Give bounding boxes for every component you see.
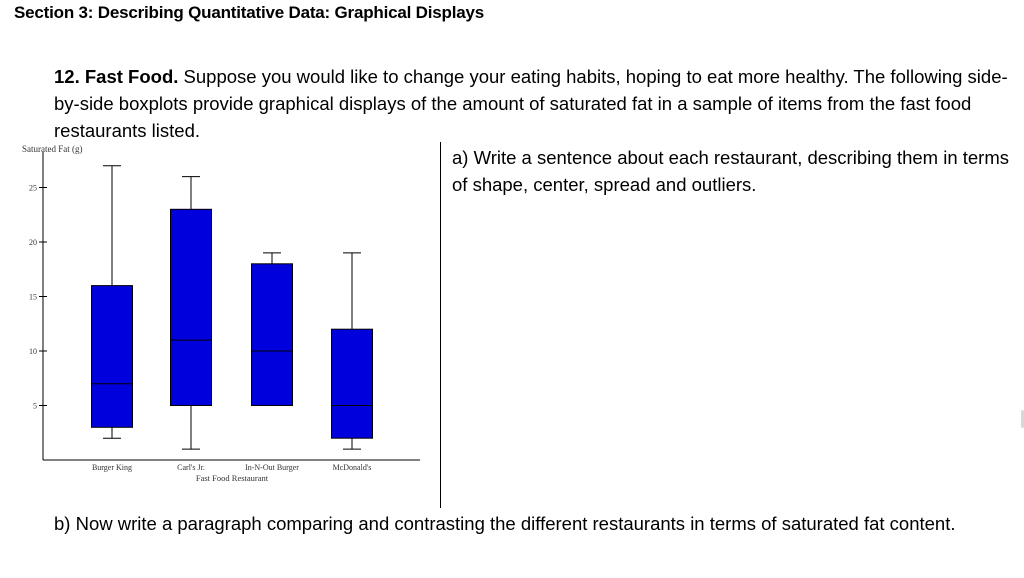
x-tick-label-in-n-out-burger: In-N-Out Burger [245,463,299,472]
scrollbar-handle[interactable] [1021,410,1024,428]
x-axis-label: Fast Food Restaurant [196,473,269,483]
part-a-prompt: a) Write a sentence about each restauran… [452,147,1009,195]
box-carl-s-jr [170,208,212,406]
question-12: 12. Fast Food. Suppose you would like to… [54,63,1014,144]
column-divider [440,142,441,508]
y-tick-label-20: 20 [29,238,37,247]
y-tick-label-5: 5 [33,402,37,411]
x-tick-label-carl-s-jr: Carl's Jr. [177,463,205,472]
box-burger-king [91,285,133,428]
y-tick-label-25: 25 [29,184,37,193]
question-number: 12. Fast Food. [54,66,179,87]
y-tick-label-15: 15 [29,293,37,302]
part-b-prompt: b) Now write a paragraph comparing and c… [54,513,956,534]
y-tick-label-10: 10 [29,347,37,356]
question-text: Suppose you would like to change your ea… [54,66,1008,141]
x-tick-label-burger-king: Burger King [92,463,132,472]
box-mcdonald-s [331,328,373,439]
boxplot-chart: Saturated Fat (g) 5 10 15 20 25 Burger King Car… [22,144,420,483]
section-title: Section 3: Describing Quantitative Data:… [14,3,485,22]
x-tick-label-mcdonald-s: McDonald's [333,463,372,472]
box-in-n-out-burger [251,263,293,406]
y-axis-label: Saturated Fat (g) [22,144,82,154]
